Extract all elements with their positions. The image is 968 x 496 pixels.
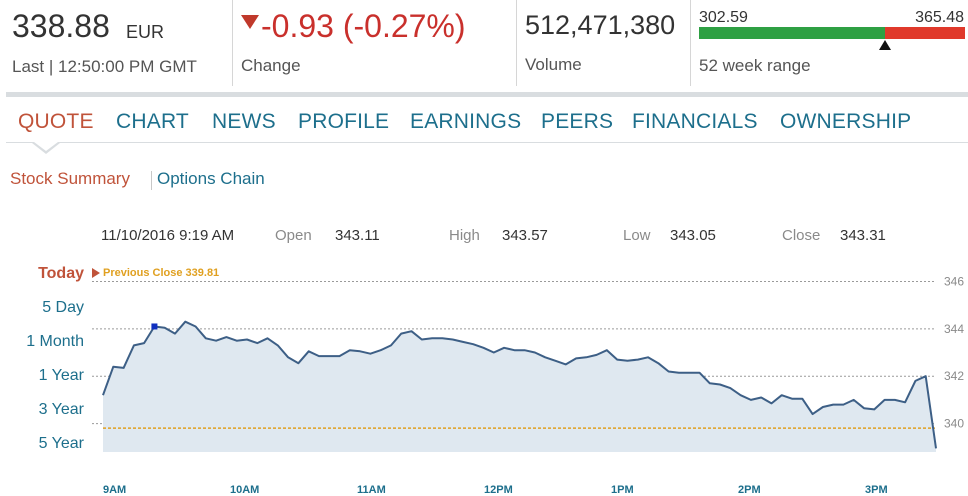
last-price-panel: 338.88 EUR Last | 12:50:00 PM GMT [0,0,232,86]
range-5-day[interactable]: 5 Day [42,299,84,316]
change-panel: -0.93 (-0.27%) Change [232,0,516,86]
intraday-chart[interactable]: 340 342 344 346 9AM 10AM 11AM 12PM 1PM 2PM 3PM [0,250,968,496]
main-tabs: QUOTE CHART NEWS PROFILE EARNINGS PEERS … [6,97,968,143]
low-label: Low [623,227,651,244]
tab-news[interactable]: NEWS [212,110,276,133]
tab-financials[interactable]: FINANCIALS [632,110,758,133]
high-value: 343.57 [502,227,548,244]
hover-datetime: 11/10/2016 9:19 AM [101,227,235,244]
tab-chart[interactable]: CHART [116,110,189,133]
price-line [102,320,937,449]
subtab-separator [151,171,152,190]
previous-close-arrow-icon [92,268,100,278]
x-axis-labels: 9AM 10AM 11AM 12PM 1PM 2PM 3PM [103,484,888,496]
currency: EUR [126,22,165,42]
last-time: Last | 12:50:00 PM GMT [12,57,197,77]
x-tick-label: 2PM [738,484,761,496]
tab-profile[interactable]: PROFILE [298,110,390,133]
previous-close-label: Previous Close 339.81 [103,267,220,279]
active-tab-pointer-inner [34,142,58,151]
triangle-down-icon [241,15,259,29]
range-3-year[interactable]: 3 Year [38,401,84,418]
last-time-value: 12:50:00 PM GMT [58,57,197,76]
range-label: 52 week range [699,56,811,75]
price-area [103,321,936,452]
range-1-month[interactable]: 1 Month [26,333,84,350]
y-axis-labels: 340 342 344 346 [944,274,964,430]
tab-peers[interactable]: PEERS [541,110,614,133]
low-value: 343.05 [670,227,716,244]
x-tick-label: 11AM [357,484,386,496]
header-divider [6,92,968,97]
range-high: 365.48 [915,9,964,26]
tab-quote[interactable]: QUOTE [18,110,94,133]
change-value: -0.93 (-0.27%) [261,8,466,44]
y-tick-label: 344 [944,322,964,336]
x-tick-label: 9AM [103,484,126,496]
high-label: High [449,227,480,244]
volume-label: Volume [525,55,582,74]
range-bar-fill [699,27,886,39]
week-range-panel: 302.59 365.48 52 week range [690,0,968,86]
last-price: 338.88 [12,8,110,44]
change-label: Change [241,56,301,75]
volume-panel: 512,471,380 Volume [516,0,690,86]
x-tick-label: 1PM [611,484,634,496]
range-today[interactable]: Today [38,265,84,282]
hover-point-marker [151,323,158,330]
range-bar [699,27,965,39]
open-label: Open [275,227,312,244]
subtab-options-chain[interactable]: Options Chain [157,169,265,188]
quote-header: 338.88 EUR Last | 12:50:00 PM GMT -0.93 … [0,0,968,92]
open-value: 343.11 [335,227,380,244]
close-value: 343.31 [840,227,886,244]
y-tick-label: 346 [944,274,964,288]
range-5-year[interactable]: 5 Year [38,435,84,452]
y-tick-label: 342 [944,369,964,383]
range-1-year[interactable]: 1 Year [38,367,84,384]
x-tick-label: 3PM [865,484,888,496]
volume-value: 512,471,380 [525,10,676,40]
y-tick-label: 340 [944,417,964,431]
range-marker-icon [879,40,892,50]
subtab-stock-summary[interactable]: Stock Summary [10,169,130,188]
range-low: 302.59 [699,9,748,26]
tab-ownership[interactable]: OWNERSHIP [780,110,912,133]
tab-earnings[interactable]: EARNINGS [410,110,522,133]
last-label: Last [12,57,45,76]
close-label: Close [782,227,821,244]
x-tick-label: 12PM [484,484,513,496]
x-tick-label: 10AM [230,484,259,496]
last-separator: | [48,57,59,76]
